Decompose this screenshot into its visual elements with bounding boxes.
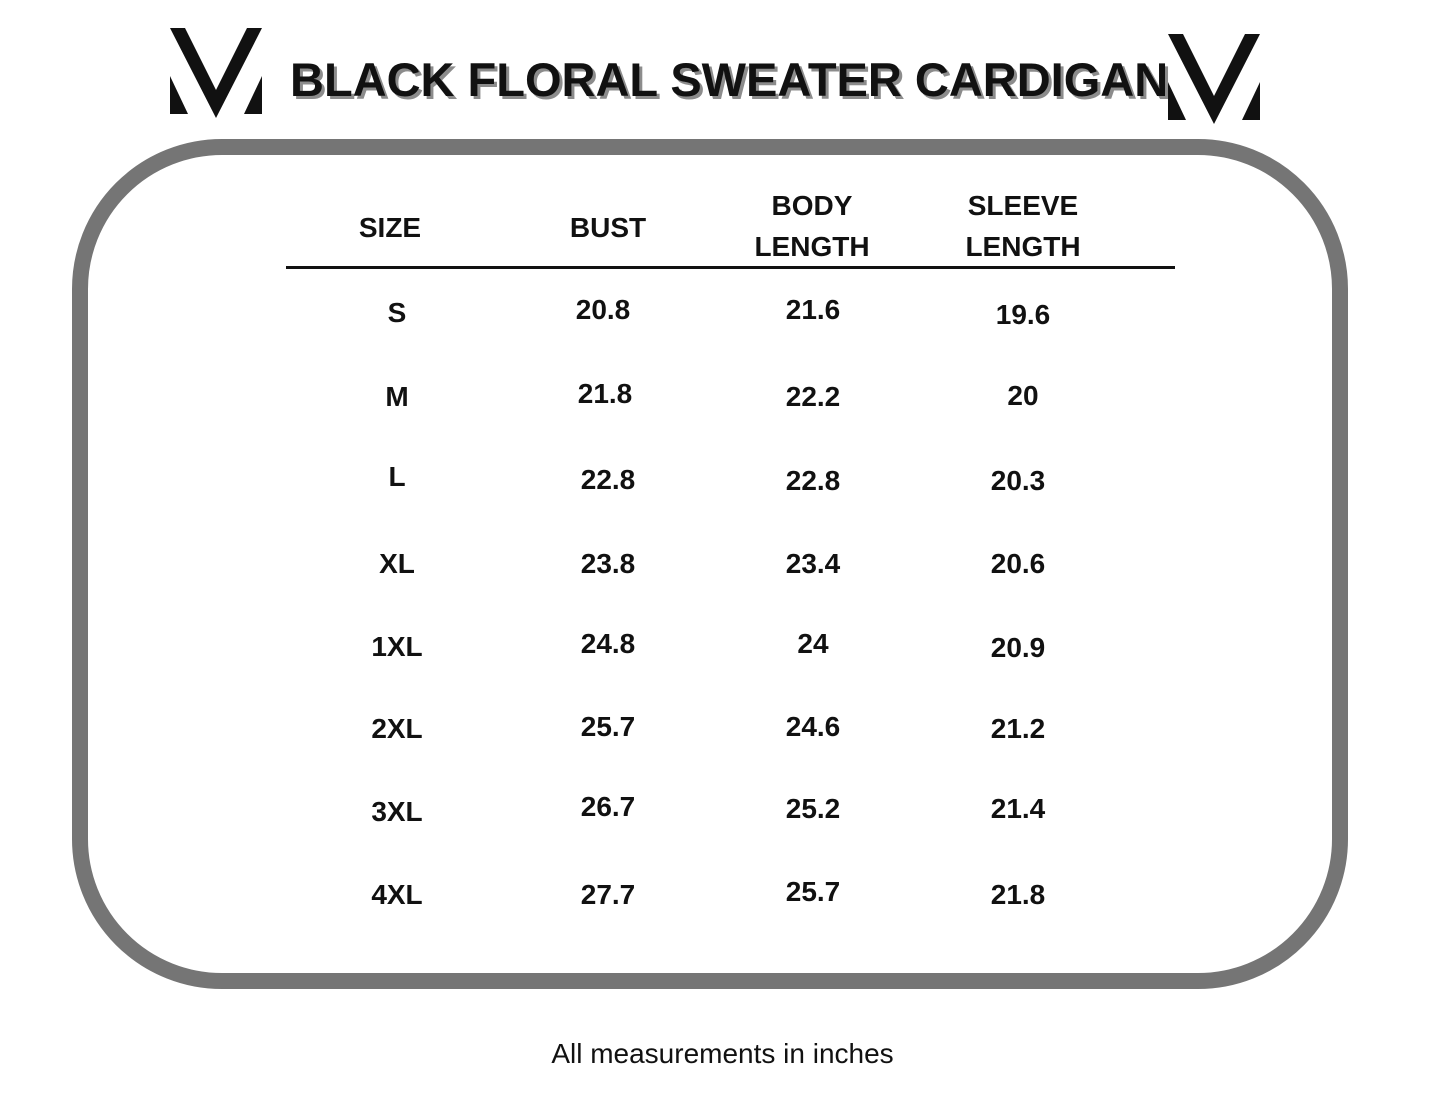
table-cell-sleeve-length: 21.8 <box>990 879 1046 910</box>
table-cell-body-length: 21.6 <box>785 294 841 325</box>
v-monogram-logo-icon <box>170 28 262 118</box>
table-cell-body-length: 24 <box>797 628 829 659</box>
size-chart-frame <box>72 139 1348 989</box>
table-cell-body-length: 25.2 <box>785 793 841 824</box>
table-cell-body-length: 24.6 <box>785 711 841 742</box>
table-cell-body-length: 23.4 <box>785 548 841 579</box>
table-cell-bust: 22.8 <box>580 464 636 495</box>
table-cell-body-length: 25.7 <box>785 876 841 907</box>
column-header-size: SIZE <box>358 212 422 243</box>
column-header-sleeve-length: SLEEVE LENGTH <box>965 190 1081 262</box>
table-cell-bust: 21.8 <box>577 378 633 409</box>
table-cell-sleeve-length: 20.9 <box>990 632 1046 663</box>
table-cell-size: 3XL <box>371 796 423 827</box>
table-cell-sleeve-length: 20.3 <box>990 465 1046 496</box>
table-cell-size: XL <box>379 548 415 579</box>
v-monogram-logo-icon <box>1168 34 1260 124</box>
table-cell-bust: 27.7 <box>580 879 636 910</box>
column-header-bust: BUST <box>569 212 647 243</box>
table-cell-bust: 24.8 <box>580 628 636 659</box>
table-cell-sleeve-length: 20.6 <box>990 548 1046 579</box>
table-cell-bust: 26.7 <box>580 791 636 822</box>
measurement-note: All measurements in inches <box>551 1038 894 1069</box>
table-cell-sleeve-length: 21.2 <box>990 713 1046 744</box>
page-title: BLACK FLORAL SWEATER CARDIGAN <box>290 53 1169 106</box>
table-cell-size: 2XL <box>371 713 423 744</box>
column-header-body-length: BODY LENGTH <box>754 190 870 262</box>
table-cell-sleeve-length: 21.4 <box>990 793 1046 824</box>
table-cell-size: S <box>387 297 407 328</box>
table-cell-body-length: 22.2 <box>785 381 841 412</box>
table-cell-size: 1XL <box>371 631 423 662</box>
table-cell-size: M <box>385 381 409 412</box>
table-cell-sleeve-length: 19.6 <box>995 299 1051 330</box>
table-cell-bust: 20.8 <box>575 294 631 325</box>
table-cell-body-length: 22.8 <box>785 465 841 496</box>
table-cell-bust: 23.8 <box>580 548 636 579</box>
table-cell-size: L <box>388 461 406 492</box>
table-cell-bust: 25.7 <box>580 711 636 742</box>
table-cell-size: 4XL <box>371 879 423 910</box>
header-divider <box>286 266 1175 269</box>
table-cell-sleeve-length: 20 <box>1007 380 1039 411</box>
